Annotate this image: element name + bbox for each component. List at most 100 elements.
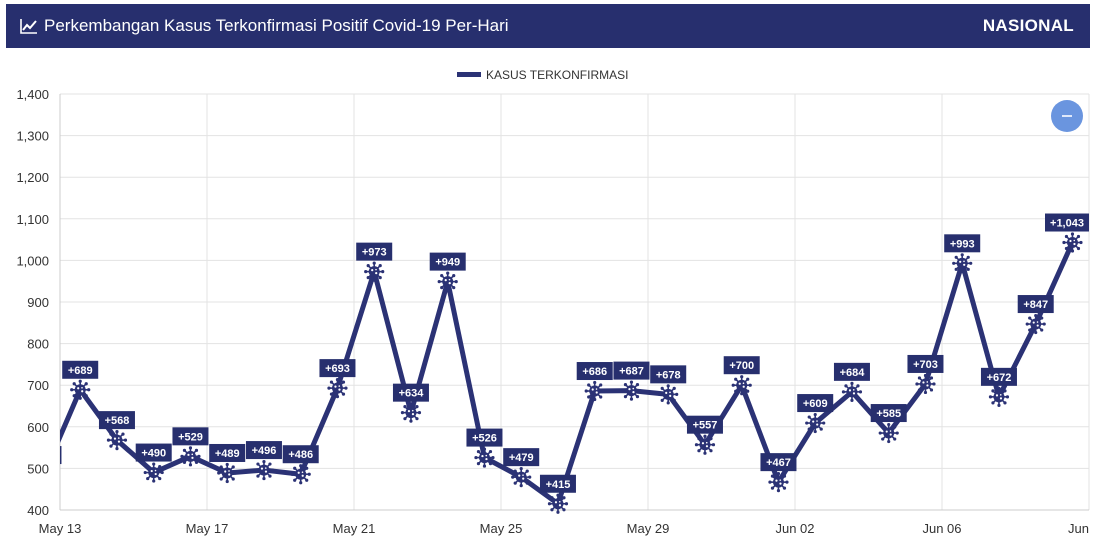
virus-icon bbox=[511, 467, 532, 488]
y-tick-label: 700 bbox=[27, 378, 49, 393]
x-tick-label: May 13 bbox=[39, 521, 82, 536]
y-tick-label: 900 bbox=[27, 295, 49, 310]
data-label-box bbox=[135, 443, 172, 462]
series-group: +484 +689 +568 +490 +529 +489 +496 +486 +693 +973… bbox=[31, 213, 1089, 514]
legend-label: KASUS TERKONFIRMASI bbox=[486, 68, 628, 82]
data-label: +993 bbox=[950, 238, 975, 250]
data-label: +634 bbox=[399, 388, 425, 400]
x-tick-label: May 25 bbox=[480, 521, 523, 536]
virus-icon bbox=[143, 462, 164, 483]
data-label: +484 bbox=[31, 450, 57, 462]
data-label: +526 bbox=[472, 433, 497, 445]
data-label-box bbox=[245, 441, 282, 460]
data-label: +585 bbox=[876, 408, 901, 420]
y-tick-label: 1,300 bbox=[16, 129, 49, 144]
region-label: NASIONAL bbox=[982, 16, 1074, 35]
virus-icon bbox=[768, 472, 789, 493]
virus-icon bbox=[731, 375, 752, 396]
legend-swatch bbox=[457, 72, 481, 77]
data-label: +973 bbox=[362, 247, 387, 259]
data-label: +489 bbox=[215, 448, 240, 460]
data-label: +703 bbox=[913, 359, 938, 371]
series-line bbox=[60, 241, 1075, 507]
data-label-box bbox=[576, 362, 613, 381]
data-label: +529 bbox=[178, 431, 203, 443]
virus-icon bbox=[694, 434, 716, 455]
x-tick-label: Jun bbox=[1068, 521, 1089, 536]
data-label-box bbox=[980, 367, 1017, 386]
data-label-box bbox=[209, 443, 246, 462]
data-label-box bbox=[62, 360, 99, 379]
data-label-box bbox=[723, 356, 760, 375]
line-chart-icon bbox=[20, 19, 37, 34]
data-label-box bbox=[503, 448, 540, 467]
data-label-box bbox=[797, 394, 834, 413]
minus-icon bbox=[1062, 115, 1072, 117]
x-tick-label: Jun 02 bbox=[775, 521, 814, 536]
y-tick-label: 500 bbox=[27, 461, 49, 476]
data-label-box bbox=[944, 234, 981, 253]
virus-icon bbox=[70, 379, 91, 400]
virus-icon bbox=[290, 464, 311, 485]
virus-icon bbox=[437, 271, 458, 292]
data-label: +486 bbox=[288, 449, 313, 461]
data-label-box bbox=[60, 446, 62, 465]
data-label-box bbox=[1017, 295, 1054, 314]
data-label-box bbox=[319, 359, 356, 378]
chart-title: Perkembangan Kasus Terkonfirmasi Positif… bbox=[20, 16, 509, 36]
virus-icon bbox=[841, 381, 863, 402]
y-tick-label: 1,000 bbox=[16, 253, 49, 268]
data-label: +686 bbox=[582, 366, 607, 378]
virus-icon bbox=[1025, 313, 1046, 335]
virus-icon bbox=[547, 493, 569, 514]
data-label: +467 bbox=[766, 457, 791, 469]
data-label-box bbox=[870, 404, 907, 423]
virus-icon bbox=[878, 422, 899, 444]
data-label-box bbox=[98, 411, 135, 430]
data-label-box bbox=[1045, 213, 1089, 232]
virus-icon bbox=[805, 412, 826, 434]
data-label: +609 bbox=[803, 398, 828, 410]
virus-icon bbox=[474, 447, 495, 468]
data-label: +684 bbox=[840, 367, 866, 379]
data-label: +672 bbox=[987, 372, 1012, 384]
virus-icon bbox=[952, 253, 973, 274]
data-label-box bbox=[356, 242, 393, 261]
data-label: +689 bbox=[68, 365, 93, 377]
data-label-box bbox=[466, 428, 503, 447]
data-label-box bbox=[833, 362, 870, 381]
virus-icon bbox=[400, 402, 422, 423]
zoom-out-button[interactable] bbox=[1051, 100, 1083, 132]
data-label: +415 bbox=[546, 479, 571, 491]
virus-icon bbox=[253, 459, 275, 481]
data-label: +568 bbox=[105, 415, 130, 427]
data-label-box bbox=[650, 365, 687, 384]
data-label-box bbox=[392, 383, 429, 402]
data-label: +1,043 bbox=[1050, 218, 1084, 230]
data-label: +687 bbox=[619, 366, 644, 378]
data-label: +693 bbox=[325, 363, 350, 375]
virus-icon bbox=[106, 430, 128, 451]
y-tick-label: 1,200 bbox=[16, 170, 49, 185]
virus-icon bbox=[658, 384, 679, 405]
y-tick-label: 1,100 bbox=[16, 212, 49, 227]
virus-icon bbox=[364, 261, 385, 282]
data-label: +557 bbox=[693, 420, 718, 432]
y-tick-label: 1,400 bbox=[16, 87, 49, 102]
data-label-box bbox=[539, 474, 576, 493]
x-tick-label: May 17 bbox=[186, 521, 229, 536]
virus-icon bbox=[621, 380, 642, 401]
data-label: +700 bbox=[729, 360, 754, 372]
virus-icon bbox=[584, 380, 605, 402]
data-label-box bbox=[613, 361, 650, 380]
data-label-box bbox=[429, 252, 466, 271]
data-label-box bbox=[686, 415, 723, 434]
data-label: +496 bbox=[252, 445, 277, 457]
data-label-box bbox=[760, 453, 797, 472]
data-label: +490 bbox=[141, 448, 166, 460]
data-label-box bbox=[282, 445, 319, 464]
virus-icon bbox=[217, 462, 238, 484]
x-tick-label: May 21 bbox=[333, 521, 376, 536]
chart-title-text: Perkembangan Kasus Terkonfirmasi Positif… bbox=[44, 16, 509, 35]
